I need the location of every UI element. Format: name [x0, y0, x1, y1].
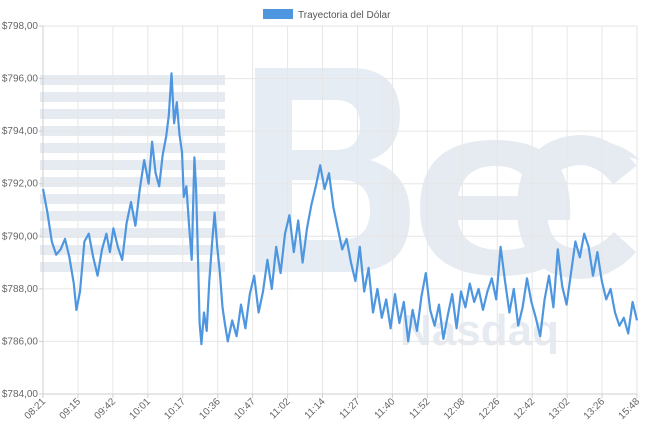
x-tick-label: 13:26: [582, 396, 608, 422]
legend-swatch: [263, 9, 293, 19]
y-tick-label: $794,00: [2, 126, 39, 137]
x-tick-label: 10:47: [232, 396, 258, 422]
x-tick-label: 10:36: [197, 396, 223, 422]
y-tick-label: $796,00: [2, 74, 39, 85]
x-tick-label: 11:14: [303, 396, 328, 421]
x-tick-label: 15:48: [617, 396, 643, 422]
x-tick-label: 09:42: [93, 396, 119, 422]
x-tick-label: 10:01: [127, 396, 153, 422]
x-tick-label: 12:26: [477, 396, 503, 422]
axes: [42, 26, 637, 395]
x-tick-label: 11:27: [338, 396, 363, 421]
y-tick-label: $786,00: [2, 336, 39, 347]
legend-label: Trayectoria del Dólar: [298, 10, 391, 21]
y-axis-ticks: $784,00 $786,00 $788,00 $790,00 $792,00 $794,…: [2, 21, 43, 400]
x-tick-label: 11:40: [373, 396, 398, 421]
x-tick-label: 12:08: [442, 396, 468, 422]
x-tick-label: 11:52: [408, 396, 433, 421]
series-line-trayectoria-dolar[interactable]: [41, 72, 639, 346]
x-tick-label: 12:42: [512, 396, 538, 422]
y-tick-label: $798,00: [2, 21, 39, 32]
x-tick-label: 13:02: [547, 396, 573, 422]
y-tick-label: $784,00: [2, 389, 39, 400]
grid: [42, 25, 638, 395]
y-tick-label: $788,00: [2, 284, 39, 295]
x-axis-ticks: 08:21 09:15 09:42 10:01 10:17 10:36 10:47 11:02…: [23, 394, 643, 422]
series-layer: [41, 72, 639, 346]
x-tick-label: 10:17: [162, 396, 188, 422]
x-tick-label: 11:02: [268, 396, 293, 421]
y-tick-label: $790,00: [2, 231, 39, 242]
legend[interactable]: Trayectoria del Dólar: [263, 9, 391, 21]
y-tick-label: $792,00: [2, 179, 39, 190]
x-tick-label: 09:15: [58, 396, 84, 422]
